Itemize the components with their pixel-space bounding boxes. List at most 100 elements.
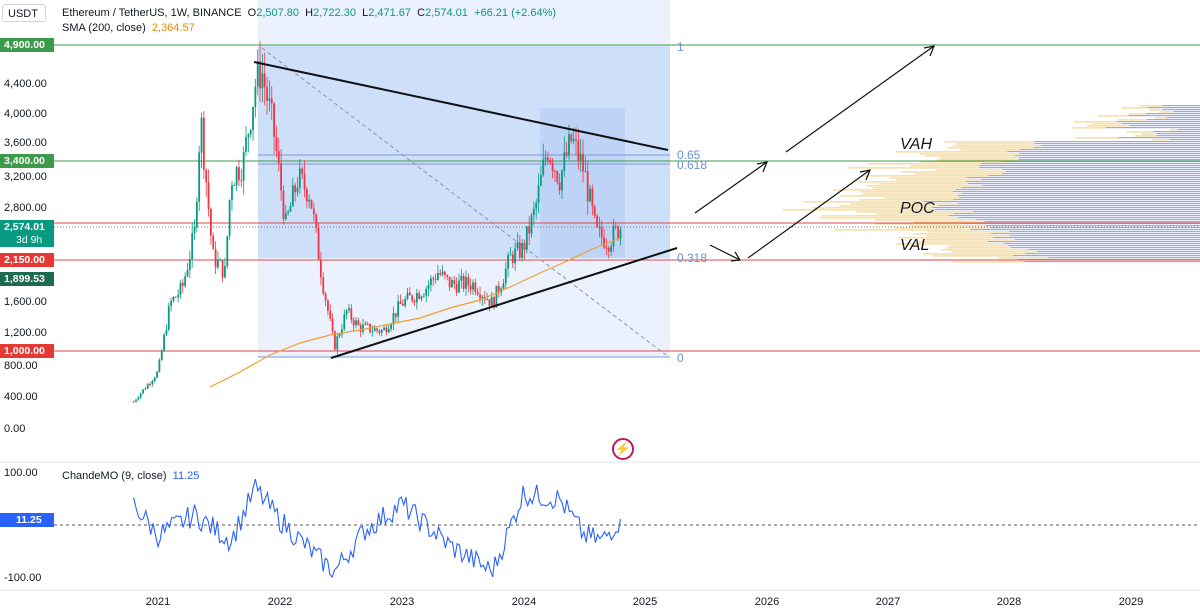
candle-body bbox=[394, 313, 397, 317]
sma-legend[interactable]: SMA (200, close) 2,364.57 bbox=[62, 22, 195, 34]
price-badge-3400[interactable]: 3,400.00 bbox=[0, 154, 54, 168]
candle-body bbox=[224, 266, 226, 278]
candle-body bbox=[163, 334, 165, 351]
candle-body bbox=[319, 259, 322, 278]
candle-body bbox=[348, 308, 350, 311]
candle-body bbox=[135, 399, 137, 402]
candle-body bbox=[537, 185, 540, 204]
volume-profile-bar bbox=[960, 149, 1021, 151]
lower-trendline[interactable] bbox=[330, 247, 678, 359]
volume-profile-bar bbox=[920, 161, 1007, 163]
volume-profile-bar bbox=[1007, 245, 1200, 247]
sma-200-line bbox=[209, 237, 621, 388]
candle-body bbox=[158, 360, 161, 372]
candle-body bbox=[429, 278, 432, 286]
candle-body bbox=[160, 350, 163, 361]
candle-body bbox=[619, 229, 622, 239]
candle-body bbox=[516, 242, 519, 249]
candle-body bbox=[221, 259, 224, 278]
candle-body bbox=[490, 297, 493, 306]
fib-label-1: 1 bbox=[677, 40, 684, 54]
volume-profile-bar bbox=[1048, 257, 1200, 259]
candle-body bbox=[565, 152, 568, 156]
highlight-zone-2024 bbox=[540, 108, 625, 258]
volume-profile-bar bbox=[984, 221, 1200, 223]
candle-body bbox=[331, 318, 334, 332]
candle-body bbox=[294, 185, 297, 193]
candle-body bbox=[287, 211, 290, 214]
candle-body bbox=[582, 153, 584, 172]
volume-profile-bar bbox=[1169, 139, 1200, 141]
y-tick: 1,200.00 bbox=[4, 327, 47, 339]
volume-profile-bar bbox=[923, 239, 1015, 241]
volume-profile-bar bbox=[920, 153, 1020, 155]
y-tick: 3,200.00 bbox=[4, 171, 47, 183]
indicator-y-tick: 100.00 bbox=[4, 467, 38, 479]
candle-body bbox=[476, 292, 479, 295]
candle-body bbox=[167, 306, 170, 330]
candle-body bbox=[188, 258, 191, 270]
candle-body bbox=[392, 313, 395, 325]
candle-body bbox=[341, 329, 343, 335]
candle-body bbox=[383, 327, 385, 330]
volume-profile-bar bbox=[878, 183, 968, 185]
price-badge-1000[interactable]: 1,000.00 bbox=[0, 344, 54, 358]
candle-body bbox=[509, 254, 512, 256]
volume-profile-bar bbox=[874, 223, 962, 225]
price-candles bbox=[132, 41, 622, 403]
projection-arrows[interactable] bbox=[694, 45, 935, 262]
volume-profile-bar bbox=[1158, 111, 1174, 113]
candle-body bbox=[191, 233, 194, 259]
candle-body bbox=[137, 397, 140, 400]
candle-body bbox=[455, 284, 458, 293]
upper-trendline[interactable] bbox=[253, 61, 669, 151]
volume-profile-bar bbox=[978, 165, 1200, 167]
candle-body bbox=[165, 329, 168, 335]
volume-profile-bar bbox=[901, 171, 1006, 173]
candle-body bbox=[261, 73, 264, 89]
candle-body bbox=[249, 130, 252, 135]
volume-profile-bar bbox=[1169, 129, 1179, 131]
candle-body bbox=[373, 328, 376, 332]
candle-body bbox=[327, 300, 329, 311]
candle-body bbox=[518, 242, 521, 258]
candle-body bbox=[282, 190, 285, 220]
candle-body bbox=[586, 171, 589, 202]
fib-label-0: 0 bbox=[677, 351, 684, 365]
close-value: 2,574.01 bbox=[425, 7, 468, 19]
poc-label: POC bbox=[900, 200, 935, 217]
volume-profile-bar bbox=[1034, 143, 1200, 145]
volume-profile-bar bbox=[1149, 109, 1163, 111]
volume-profile-bar bbox=[1025, 253, 1200, 255]
volume-profile-bar bbox=[1139, 105, 1162, 107]
volume-profile-bar bbox=[895, 151, 1008, 153]
candle-body bbox=[563, 152, 566, 171]
candle-body bbox=[207, 182, 210, 209]
candle-body bbox=[235, 167, 238, 186]
sma-label: SMA (200, close) bbox=[62, 22, 146, 34]
candle-body bbox=[415, 293, 418, 303]
volume-profile bbox=[783, 105, 1200, 263]
volume-profile-bar bbox=[944, 141, 1035, 143]
candle-body bbox=[359, 325, 362, 332]
candle-body bbox=[329, 310, 332, 319]
volume-profile-bar bbox=[895, 243, 1004, 245]
volume-profile-bar bbox=[928, 231, 1010, 233]
volume-profile-bar bbox=[1073, 121, 1117, 123]
volume-profile-bar bbox=[1152, 139, 1170, 141]
price-badge-2150[interactable]: 2,150.00 bbox=[0, 253, 54, 267]
volume-profile-bar bbox=[1173, 111, 1200, 113]
price-badge-4900[interactable]: 4,900.00 bbox=[0, 38, 54, 52]
indicator-legend[interactable]: ChandeMO (9, close) 11.25 bbox=[62, 470, 199, 482]
y-tick: 800.00 bbox=[4, 360, 38, 372]
candle-body bbox=[554, 170, 556, 172]
candle-body bbox=[380, 329, 383, 333]
candle-body bbox=[460, 275, 463, 281]
flash-logo-icon[interactable]: ⚡ bbox=[612, 438, 634, 460]
candle-body bbox=[539, 175, 542, 186]
currency-unit-label[interactable]: USDT bbox=[2, 4, 46, 22]
volume-profile-bar bbox=[1003, 243, 1200, 245]
indicator-value: 11.25 bbox=[172, 470, 200, 482]
candle-body bbox=[174, 297, 177, 299]
